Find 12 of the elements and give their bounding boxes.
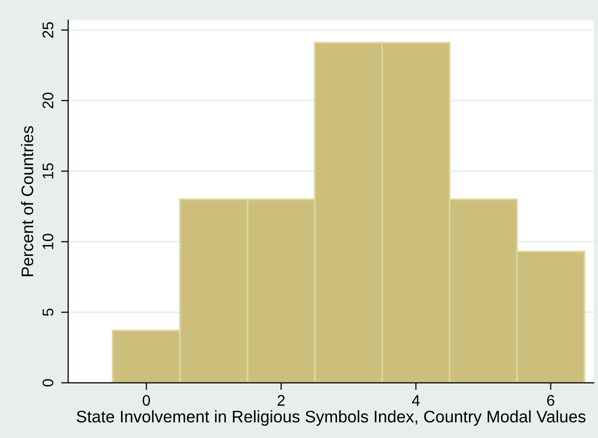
y-tick-label: 20 [42,92,54,108]
y-tick-label: 15 [42,163,54,178]
x-tick-label: 6 [547,395,554,406]
x-tick-label: 0 [142,395,150,406]
y-tick-label: 10 [42,234,54,250]
x-tick-label: 4 [412,395,420,406]
y-tick-label: 0 [42,379,54,386]
y-tick-label: 25 [42,22,54,38]
x-axis-title: State Involvement in Religious Symbols Index, Country Modal Values [76,410,586,426]
x-tick-label: 2 [278,395,285,406]
y-axis-title: Percent of Countries [21,126,34,276]
y-tick-label: 5 [42,308,54,316]
